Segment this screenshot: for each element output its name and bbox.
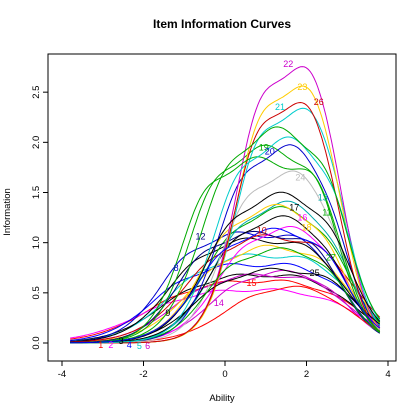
- y-tick-label: 0.5: [31, 286, 42, 299]
- curve-label-22: 22: [283, 59, 293, 69]
- curve-label-8: 8: [174, 263, 179, 273]
- x-tick-label: -4: [58, 369, 66, 380]
- curve-label-23: 23: [297, 82, 307, 92]
- curve-label-24: 24: [295, 173, 305, 183]
- curve-item-23: [70, 85, 381, 344]
- curve-label-5: 5: [137, 341, 142, 351]
- curve-label-3: 3: [119, 336, 124, 346]
- curves-layer: [70, 66, 381, 344]
- curve-label-18: 18: [301, 223, 311, 233]
- curve-label-2: 2: [108, 340, 113, 350]
- curve-item-2: [70, 288, 381, 339]
- curve-item-3: [70, 273, 381, 342]
- curve-label-21: 21: [275, 102, 285, 112]
- curve-item-26: [70, 101, 381, 344]
- curve-item-12: [70, 230, 381, 344]
- y-tick-label: 1.5: [31, 186, 42, 199]
- curve-item-17: [70, 215, 381, 344]
- curve-label-6: 6: [145, 341, 150, 351]
- curve-item-4: [70, 262, 381, 341]
- x-axis: -4 -2 0 2 4: [58, 361, 391, 380]
- y-tick-label: 2.0: [31, 136, 42, 149]
- y-tick-label: 1.0: [31, 236, 42, 249]
- curve-label-17: 17: [289, 203, 299, 213]
- x-axis-label: Ability: [209, 393, 235, 404]
- y-tick-label: 2.5: [31, 86, 42, 99]
- curve-label-14: 14: [214, 298, 224, 308]
- curve-label-11: 11: [322, 208, 331, 218]
- curve-label-1: 1: [98, 340, 103, 350]
- curve-label-25: 25: [310, 268, 320, 278]
- curve-label-16: 16: [297, 213, 307, 223]
- curve-item-1: [70, 279, 381, 340]
- curve-label-13: 13: [318, 193, 328, 203]
- x-tick-label: 0: [222, 369, 227, 380]
- curve-item-unlabeled-31: [70, 227, 381, 344]
- curve-label-9: 9: [165, 308, 170, 318]
- plot-frame: [47, 53, 397, 362]
- curve-label-19: 19: [259, 142, 269, 152]
- x-tick-label: 2: [304, 369, 309, 380]
- curve-item-unlabeled-29: [70, 126, 381, 344]
- curve-label-4: 4: [127, 340, 132, 350]
- x-tick-label: -2: [139, 369, 147, 380]
- y-axis: 0.0 0.5 1.0 1.5 2.0 2.5: [31, 86, 48, 350]
- curve-item-unlabeled-27: [70, 156, 381, 344]
- curve-item-unlabeled-30: [70, 191, 381, 344]
- curve-label-20: 20: [265, 146, 275, 156]
- curve-label-7: 7: [178, 283, 183, 293]
- curve-label-15: 15: [246, 278, 256, 288]
- curve-label-26: 26: [314, 97, 324, 107]
- curve-item-unlabeled-28: [70, 136, 381, 344]
- curve-label-27: 27: [326, 253, 336, 263]
- y-axis-label: Information: [2, 188, 13, 236]
- x-tick-label: 4: [385, 369, 390, 380]
- curve-label-10: 10: [257, 226, 267, 236]
- chart-title: Item Information Curves: [153, 17, 291, 31]
- curve-labels-layer: 1 2 3 4 5 67891011121314151617181920212223242…: [98, 59, 336, 351]
- curve-label-12: 12: [195, 232, 205, 242]
- y-tick-label: 0.0: [31, 336, 42, 349]
